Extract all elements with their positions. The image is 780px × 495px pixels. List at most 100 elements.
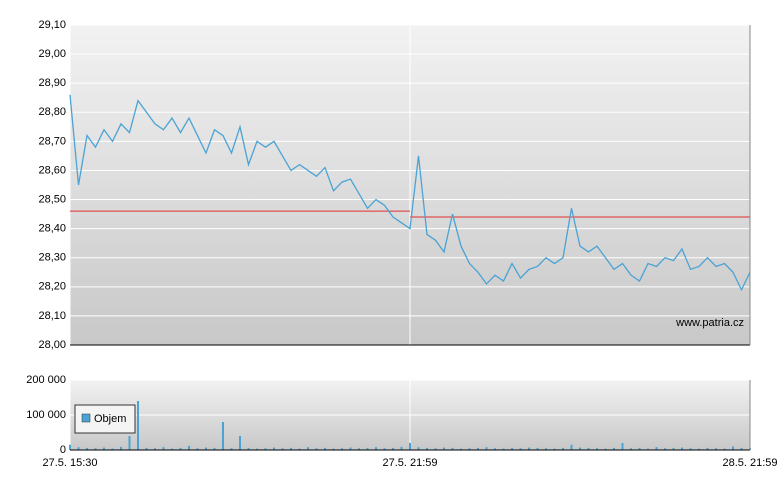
volume-bar bbox=[630, 448, 632, 450]
volume-bar bbox=[366, 447, 369, 450]
volume-bar bbox=[290, 447, 292, 450]
volume-bar bbox=[638, 447, 641, 450]
volume-bar bbox=[681, 447, 683, 450]
y-tick-label: 28,10 bbox=[38, 310, 66, 322]
y-tick-label: 0 bbox=[60, 444, 66, 456]
volume-bar bbox=[553, 448, 556, 450]
price-line bbox=[69, 94, 751, 292]
volume-bar bbox=[103, 447, 105, 450]
volume-bar bbox=[562, 447, 564, 450]
volume-bar bbox=[358, 448, 360, 450]
volume-bar bbox=[315, 448, 318, 450]
volume-bar bbox=[434, 448, 437, 450]
volume-bar bbox=[723, 448, 726, 450]
x-tick-label: 27.5. 15:30 bbox=[42, 457, 97, 469]
volume-bar bbox=[596, 448, 598, 450]
volume-bar bbox=[230, 448, 233, 450]
volume-bar bbox=[247, 447, 250, 450]
volume-bar bbox=[171, 448, 173, 450]
y-tick-label: 29,00 bbox=[38, 48, 66, 60]
volume-bar bbox=[485, 447, 488, 450]
y-tick-label: 28,60 bbox=[38, 164, 66, 176]
legend-swatch bbox=[81, 413, 91, 423]
volume-bar bbox=[324, 447, 326, 450]
volume-bar bbox=[179, 447, 182, 450]
volume-bar bbox=[655, 447, 658, 450]
volume-bar bbox=[137, 401, 139, 450]
y-tick-label: 28,70 bbox=[38, 135, 66, 147]
volume-bar bbox=[213, 447, 216, 450]
volume-bar bbox=[451, 447, 454, 450]
y-tick-label: 28,20 bbox=[38, 281, 66, 293]
volume-bar bbox=[706, 447, 709, 450]
volume-bar bbox=[468, 448, 471, 450]
volume-bar bbox=[604, 448, 607, 450]
volume-bar bbox=[647, 448, 649, 450]
volume-bar bbox=[587, 447, 590, 450]
volume-bar bbox=[264, 448, 267, 450]
volume-bar bbox=[375, 447, 377, 450]
volume-bar bbox=[689, 448, 692, 450]
y-tick-label: 28,40 bbox=[38, 223, 66, 235]
volume-bar bbox=[477, 447, 479, 450]
volume-bar bbox=[621, 443, 624, 450]
volume-bar bbox=[519, 448, 522, 450]
legend-label: Objem bbox=[94, 413, 126, 425]
volume-bar bbox=[672, 447, 675, 450]
volume-bar bbox=[111, 448, 114, 450]
volume-bar bbox=[740, 447, 743, 450]
volume-bar bbox=[341, 448, 343, 450]
y-tick-label: 28,30 bbox=[38, 252, 66, 264]
volume-bar bbox=[545, 448, 547, 450]
volume-bar bbox=[332, 448, 335, 450]
volume-bar bbox=[154, 448, 156, 450]
volume-bar bbox=[613, 447, 615, 450]
x-tick-label: 27.5. 21:59 bbox=[382, 457, 437, 469]
watermark: www.patria.cz bbox=[675, 317, 744, 329]
y-tick-label: 28,90 bbox=[38, 77, 66, 89]
volume-bar bbox=[120, 446, 122, 450]
volume-bar bbox=[417, 447, 420, 450]
volume-bar bbox=[239, 436, 241, 450]
volume-bar bbox=[664, 448, 666, 450]
volume-bar bbox=[460, 448, 462, 450]
y-tick-label: 28,80 bbox=[38, 106, 66, 118]
x-tick-label: 28.5. 21:59 bbox=[722, 457, 777, 469]
volume-bar bbox=[715, 448, 717, 450]
volume-bar bbox=[443, 447, 445, 450]
volume-bar bbox=[502, 448, 505, 450]
volume-bar bbox=[494, 448, 496, 450]
volume-bar bbox=[349, 447, 352, 450]
volume-bar bbox=[511, 447, 513, 450]
volume-bar bbox=[128, 436, 131, 450]
volume-bar bbox=[273, 447, 275, 450]
volume-bar bbox=[162, 447, 165, 450]
volume-bar bbox=[298, 448, 301, 450]
volume-bar bbox=[732, 446, 734, 450]
volume-bar bbox=[281, 448, 284, 450]
volume-bar bbox=[426, 447, 428, 450]
volume-bar bbox=[77, 447, 80, 450]
y-tick-label: 28,50 bbox=[38, 193, 66, 205]
volume-bar bbox=[205, 447, 207, 450]
volume-bar bbox=[69, 444, 71, 450]
volume-bar bbox=[222, 422, 224, 450]
volume-bar bbox=[528, 447, 530, 450]
volume-bar bbox=[145, 447, 148, 450]
y-tick-label: 200 000 bbox=[26, 374, 66, 386]
volume-bar bbox=[307, 447, 309, 450]
y-tick-label: 28,00 bbox=[38, 339, 66, 351]
volume-bar bbox=[392, 447, 394, 450]
volume-bar bbox=[196, 448, 199, 450]
volume-bar bbox=[256, 448, 258, 450]
volume-bar bbox=[570, 444, 573, 450]
volume-bar bbox=[698, 448, 700, 450]
volume-bar bbox=[536, 447, 539, 450]
volume-bar bbox=[94, 448, 97, 450]
volume-bar bbox=[188, 445, 190, 450]
volume-bar bbox=[383, 448, 386, 450]
y-tick-label: 100 000 bbox=[26, 409, 66, 421]
volume-bar bbox=[579, 447, 581, 450]
volume-bar bbox=[86, 447, 88, 450]
